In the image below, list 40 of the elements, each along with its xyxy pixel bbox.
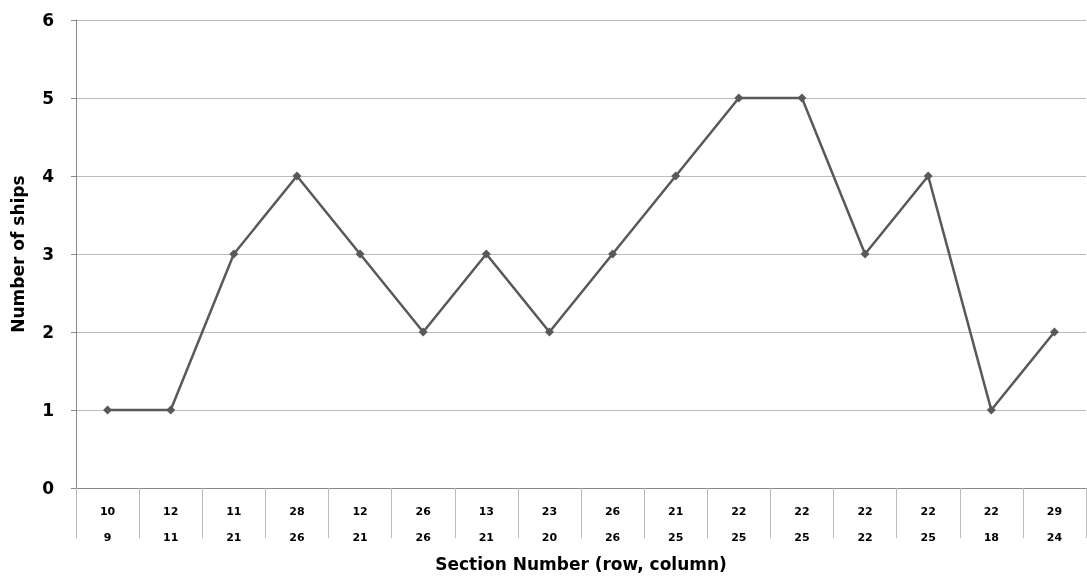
x-tick-label: 22 18 bbox=[983, 504, 999, 544]
point bbox=[544, 327, 554, 337]
point bbox=[481, 249, 491, 259]
point bbox=[671, 171, 681, 181]
x-tick-label: 22 25 bbox=[920, 504, 936, 544]
x-axis-title: Section Number (row, column) bbox=[435, 553, 727, 574]
y-tick-label: 2 bbox=[42, 322, 54, 343]
y-tick-label: 3 bbox=[42, 244, 54, 265]
x-tick-label: 22 25 bbox=[731, 504, 747, 544]
x-tick-label: 26 26 bbox=[415, 504, 432, 544]
point bbox=[797, 93, 807, 103]
x-tick-label: 29 24 bbox=[1046, 504, 1063, 544]
x-tick-label: 12 11 bbox=[163, 504, 179, 544]
point bbox=[166, 405, 176, 415]
point bbox=[608, 249, 618, 259]
point bbox=[292, 171, 302, 181]
point bbox=[1049, 327, 1059, 337]
y-tick-label: 4 bbox=[42, 166, 55, 187]
x-tick-label: 12 21 bbox=[352, 504, 368, 544]
x-tick-label: 10 9 bbox=[99, 504, 116, 544]
point bbox=[923, 171, 933, 181]
point bbox=[860, 249, 870, 259]
x-tick-label: 21 25 bbox=[668, 504, 684, 544]
x-tick-label: 22 25 bbox=[794, 504, 810, 544]
x-tick-label: 11 21 bbox=[226, 504, 242, 544]
x-tick-label: 13 21 bbox=[478, 504, 494, 544]
point bbox=[418, 327, 428, 337]
y-tick-label: 0 bbox=[42, 478, 55, 499]
point bbox=[734, 93, 744, 103]
y-axis-title: Number of ships bbox=[7, 175, 28, 333]
point bbox=[229, 249, 239, 259]
y-tick-label: 1 bbox=[42, 400, 54, 421]
point bbox=[355, 249, 365, 259]
x-tick-label: 28 26 bbox=[289, 504, 305, 544]
y-tick-label: 5 bbox=[42, 88, 54, 109]
x-tick-label: 22 22 bbox=[857, 504, 873, 544]
x-tick-label: 26 26 bbox=[604, 504, 621, 544]
point bbox=[986, 405, 996, 415]
x-tick-label: 23 20 bbox=[541, 504, 558, 544]
y-tick-label: 6 bbox=[42, 10, 54, 30]
